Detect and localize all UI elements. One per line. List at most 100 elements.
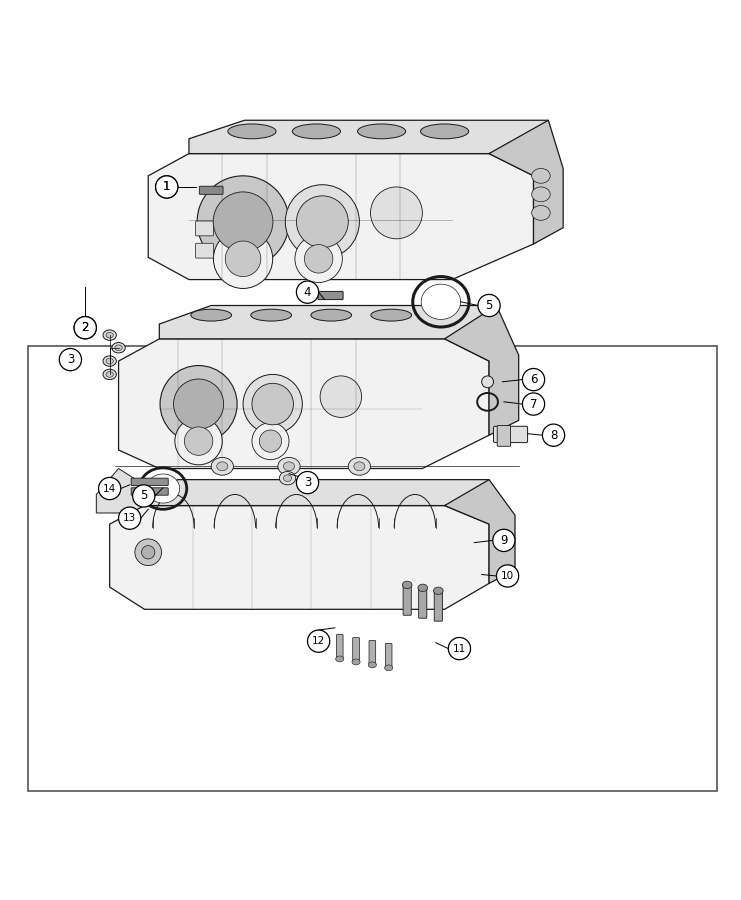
FancyBboxPatch shape xyxy=(28,346,717,791)
Ellipse shape xyxy=(354,462,365,471)
Ellipse shape xyxy=(421,284,461,319)
Text: 8: 8 xyxy=(550,428,557,442)
FancyBboxPatch shape xyxy=(494,427,528,443)
Text: 10: 10 xyxy=(501,571,514,581)
Circle shape xyxy=(74,317,96,339)
Polygon shape xyxy=(148,154,534,280)
Ellipse shape xyxy=(531,168,550,184)
Ellipse shape xyxy=(103,330,116,340)
Ellipse shape xyxy=(197,176,289,267)
Text: 6: 6 xyxy=(530,374,537,386)
Polygon shape xyxy=(110,506,489,609)
Ellipse shape xyxy=(173,379,224,429)
Polygon shape xyxy=(445,480,515,583)
Ellipse shape xyxy=(112,343,125,353)
Polygon shape xyxy=(119,339,489,469)
Polygon shape xyxy=(445,305,519,436)
FancyBboxPatch shape xyxy=(403,584,411,616)
Ellipse shape xyxy=(385,665,393,670)
Text: 5: 5 xyxy=(485,299,493,312)
Ellipse shape xyxy=(320,376,362,418)
Ellipse shape xyxy=(402,581,412,589)
Ellipse shape xyxy=(292,124,340,139)
FancyBboxPatch shape xyxy=(131,488,168,495)
Ellipse shape xyxy=(336,656,344,662)
FancyBboxPatch shape xyxy=(434,590,442,621)
Text: 3: 3 xyxy=(304,476,311,489)
Ellipse shape xyxy=(482,376,494,388)
Text: 7: 7 xyxy=(530,398,537,410)
Ellipse shape xyxy=(252,423,289,460)
Circle shape xyxy=(74,317,96,339)
Ellipse shape xyxy=(142,545,155,559)
Ellipse shape xyxy=(228,124,276,139)
FancyBboxPatch shape xyxy=(199,186,223,194)
Ellipse shape xyxy=(285,184,359,259)
Polygon shape xyxy=(489,121,563,244)
Text: 13: 13 xyxy=(123,513,136,523)
Text: 5: 5 xyxy=(140,490,147,502)
Ellipse shape xyxy=(370,187,422,238)
Ellipse shape xyxy=(352,659,360,665)
Ellipse shape xyxy=(213,192,273,252)
Circle shape xyxy=(448,637,471,660)
Text: 11: 11 xyxy=(453,644,466,653)
Text: 2: 2 xyxy=(82,321,89,334)
Text: 1: 1 xyxy=(163,180,170,194)
Ellipse shape xyxy=(433,587,443,595)
Ellipse shape xyxy=(175,418,222,464)
FancyBboxPatch shape xyxy=(497,426,511,446)
Circle shape xyxy=(99,477,121,500)
Ellipse shape xyxy=(278,457,300,475)
Ellipse shape xyxy=(531,205,550,220)
Circle shape xyxy=(496,565,519,587)
Ellipse shape xyxy=(115,345,122,351)
Ellipse shape xyxy=(103,369,116,380)
Polygon shape xyxy=(159,305,496,339)
Ellipse shape xyxy=(311,310,352,321)
Ellipse shape xyxy=(225,241,261,276)
Ellipse shape xyxy=(296,196,348,248)
Text: 9: 9 xyxy=(500,534,508,547)
Circle shape xyxy=(308,630,330,652)
Ellipse shape xyxy=(259,430,282,452)
Ellipse shape xyxy=(531,187,550,202)
Ellipse shape xyxy=(243,374,302,434)
Circle shape xyxy=(493,529,515,552)
Ellipse shape xyxy=(295,235,342,283)
Ellipse shape xyxy=(106,372,113,377)
Ellipse shape xyxy=(190,310,231,321)
Circle shape xyxy=(522,368,545,391)
FancyBboxPatch shape xyxy=(369,641,376,666)
Ellipse shape xyxy=(252,383,293,425)
Ellipse shape xyxy=(185,427,213,455)
Text: 14: 14 xyxy=(103,483,116,493)
Ellipse shape xyxy=(348,457,370,475)
Circle shape xyxy=(59,348,82,371)
Ellipse shape xyxy=(283,462,295,471)
Ellipse shape xyxy=(283,475,291,482)
Ellipse shape xyxy=(135,539,162,565)
Polygon shape xyxy=(189,121,548,154)
Ellipse shape xyxy=(160,365,237,443)
Circle shape xyxy=(156,176,178,198)
Polygon shape xyxy=(96,469,159,513)
Polygon shape xyxy=(144,480,489,506)
Circle shape xyxy=(478,294,500,317)
Text: 2: 2 xyxy=(82,321,89,334)
Ellipse shape xyxy=(211,457,233,475)
FancyBboxPatch shape xyxy=(196,243,213,258)
FancyBboxPatch shape xyxy=(353,637,359,662)
FancyBboxPatch shape xyxy=(131,478,168,486)
Ellipse shape xyxy=(106,332,113,338)
Circle shape xyxy=(296,281,319,303)
Text: 3: 3 xyxy=(67,353,74,366)
Circle shape xyxy=(542,424,565,446)
Ellipse shape xyxy=(279,472,296,485)
Ellipse shape xyxy=(213,230,273,289)
Circle shape xyxy=(522,393,545,415)
Text: 4: 4 xyxy=(304,285,311,299)
FancyBboxPatch shape xyxy=(385,644,392,669)
Ellipse shape xyxy=(103,356,116,366)
Circle shape xyxy=(156,176,178,198)
